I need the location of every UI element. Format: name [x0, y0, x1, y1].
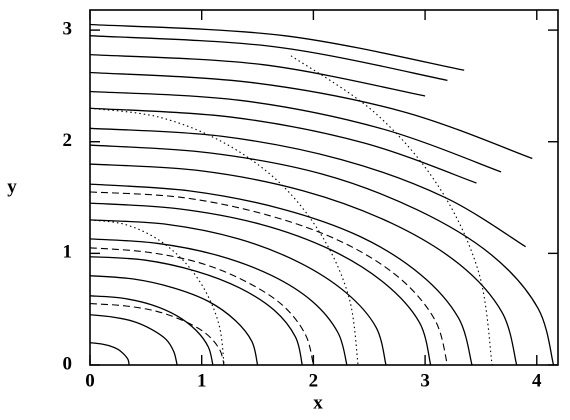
- contour-line: [90, 238, 348, 365]
- plot-area: [90, 23, 555, 365]
- y-tick-label: 0: [63, 353, 73, 374]
- contour-line: [90, 71, 533, 160]
- contour-line: [90, 342, 130, 365]
- contour-line: [90, 35, 448, 81]
- contour-line: [90, 295, 214, 365]
- contour-line: [90, 90, 502, 173]
- contour-line: [90, 202, 432, 365]
- y-tick-label: 1: [63, 242, 73, 263]
- y-tick-label: 3: [63, 18, 73, 39]
- plot-frame: [89, 9, 559, 366]
- y-axis-label: y: [7, 176, 17, 197]
- contour-line: [90, 23, 465, 71]
- contour-line: [90, 256, 303, 365]
- x-tick-label: 3: [420, 370, 430, 391]
- x-tick-label: 1: [197, 370, 207, 391]
- contour-line: [90, 144, 555, 365]
- contour-line: [90, 247, 314, 365]
- contour-line: [290, 55, 493, 365]
- contour-line: [90, 54, 426, 97]
- x-tick-label: 4: [532, 370, 542, 391]
- contour-line: [90, 163, 518, 365]
- contour-line: [90, 183, 473, 365]
- y-tick-label: 2: [63, 130, 73, 151]
- contour-line: [90, 314, 178, 365]
- contour-line: [90, 107, 477, 184]
- contour-line: [90, 219, 225, 365]
- x-tick-label: 0: [85, 370, 95, 391]
- contour-line: [90, 303, 225, 365]
- contour-line: [90, 275, 259, 365]
- x-tick-label: 2: [309, 370, 319, 391]
- contour-line: [90, 219, 387, 365]
- contour-line: [90, 191, 448, 365]
- x-axis-label: x: [313, 392, 323, 413]
- contour-line: [90, 127, 526, 248]
